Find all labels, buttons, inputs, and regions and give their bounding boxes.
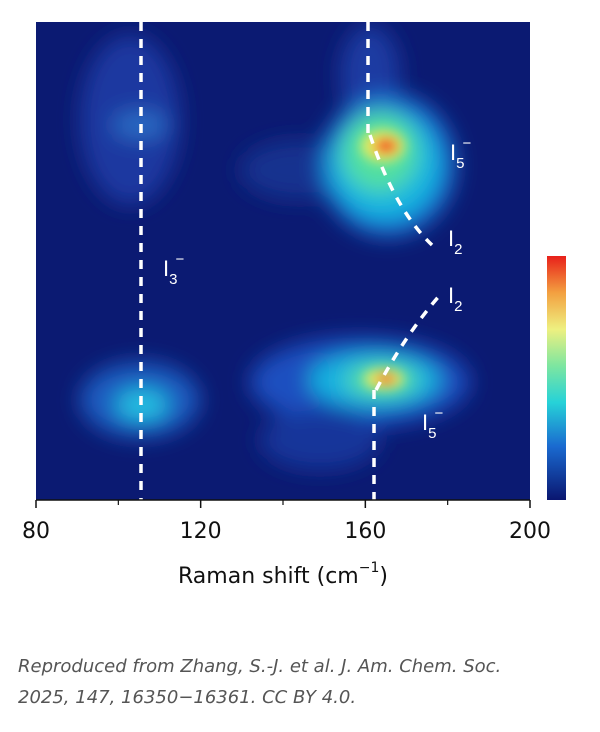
annotation-sub: 2 — [454, 298, 462, 315]
annotation: I5 − — [422, 405, 443, 442]
colorbar — [547, 256, 566, 500]
x-tick-label: 160 — [344, 519, 386, 544]
annotation-sup: − — [175, 251, 184, 268]
x-axis-label: Raman shift (cm−1) — [178, 560, 388, 589]
annotation-base: I — [450, 140, 456, 165]
annotation-sup: − — [434, 405, 443, 422]
annotation-sub: 2 — [454, 241, 462, 258]
heatmap — [36, 22, 530, 500]
x-tick-label: 200 — [509, 519, 551, 544]
caption-line: 2025, 147, 16350−16361. CC BY 4.0. — [18, 687, 356, 708]
caption-line: Reproduced from Zhang, S.-J. et al. J. A… — [18, 656, 501, 677]
annotation-sub: 5 — [428, 425, 436, 442]
annotation: I2 — [448, 226, 462, 258]
annotation-base: I — [163, 256, 169, 281]
annotation-base: I — [448, 283, 454, 308]
guide-lines — [139, 22, 442, 500]
annotation-base: I — [448, 226, 454, 251]
x-tick-label: 120 — [180, 519, 222, 544]
x-tick-label: 80 — [22, 519, 50, 544]
annotation-sub: 3 — [169, 271, 177, 288]
annotation-sup: − — [462, 135, 471, 152]
annotation: I2 — [448, 283, 462, 315]
annotation-sub: 5 — [456, 155, 464, 172]
annotation: I3 − — [163, 251, 184, 288]
x-label-text: ) — [379, 564, 388, 589]
x-label-sup: −1 — [359, 560, 380, 576]
guide-line — [368, 134, 434, 247]
guide-line — [374, 293, 442, 391]
annotation: I5 − — [450, 135, 471, 172]
annotation-base: I — [422, 410, 428, 435]
x-label-text: Raman shift (cm — [178, 564, 359, 589]
